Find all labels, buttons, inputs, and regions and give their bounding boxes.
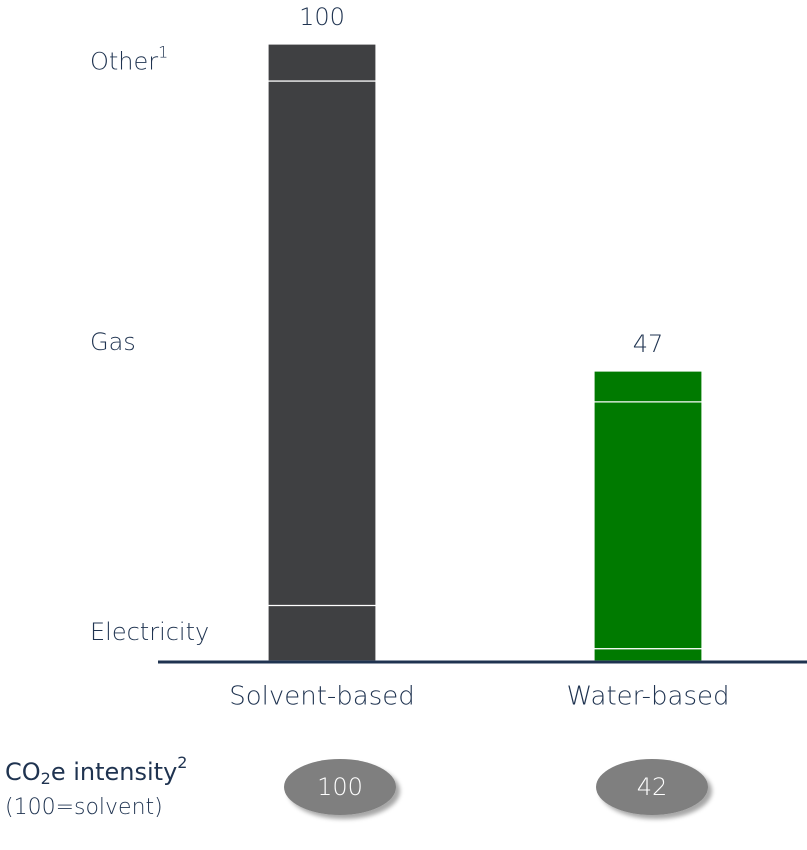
x-tick-label: Water-based: [566, 682, 729, 712]
bar-segment: [267, 43, 377, 82]
footnote: 1: [158, 42, 168, 61]
intensity-pill: [284, 759, 396, 815]
intensity-title: CO2e intensity2: [5, 753, 187, 788]
intensity-pill: [596, 759, 708, 815]
bar-segment: [593, 648, 703, 662]
series-label: Gas: [90, 328, 136, 356]
intensity-value: 42: [637, 773, 668, 801]
x-tick-label: Solvent-based: [229, 682, 415, 712]
bar-segment: [267, 604, 377, 662]
intensity-value: 100: [317, 773, 363, 801]
series-label: Other1: [90, 42, 168, 75]
total-label: 100: [299, 3, 345, 31]
series-name: Electricity: [90, 618, 209, 646]
series-name: Other: [90, 48, 158, 76]
bar-segment: [593, 370, 703, 403]
bar-segment: [593, 401, 703, 650]
total-label: 47: [633, 330, 664, 358]
intensity-subtitle: (100=solvent): [5, 795, 163, 820]
series-name: Gas: [90, 328, 136, 356]
series-label: Electricity: [90, 618, 209, 646]
bar-segment: [267, 80, 377, 607]
